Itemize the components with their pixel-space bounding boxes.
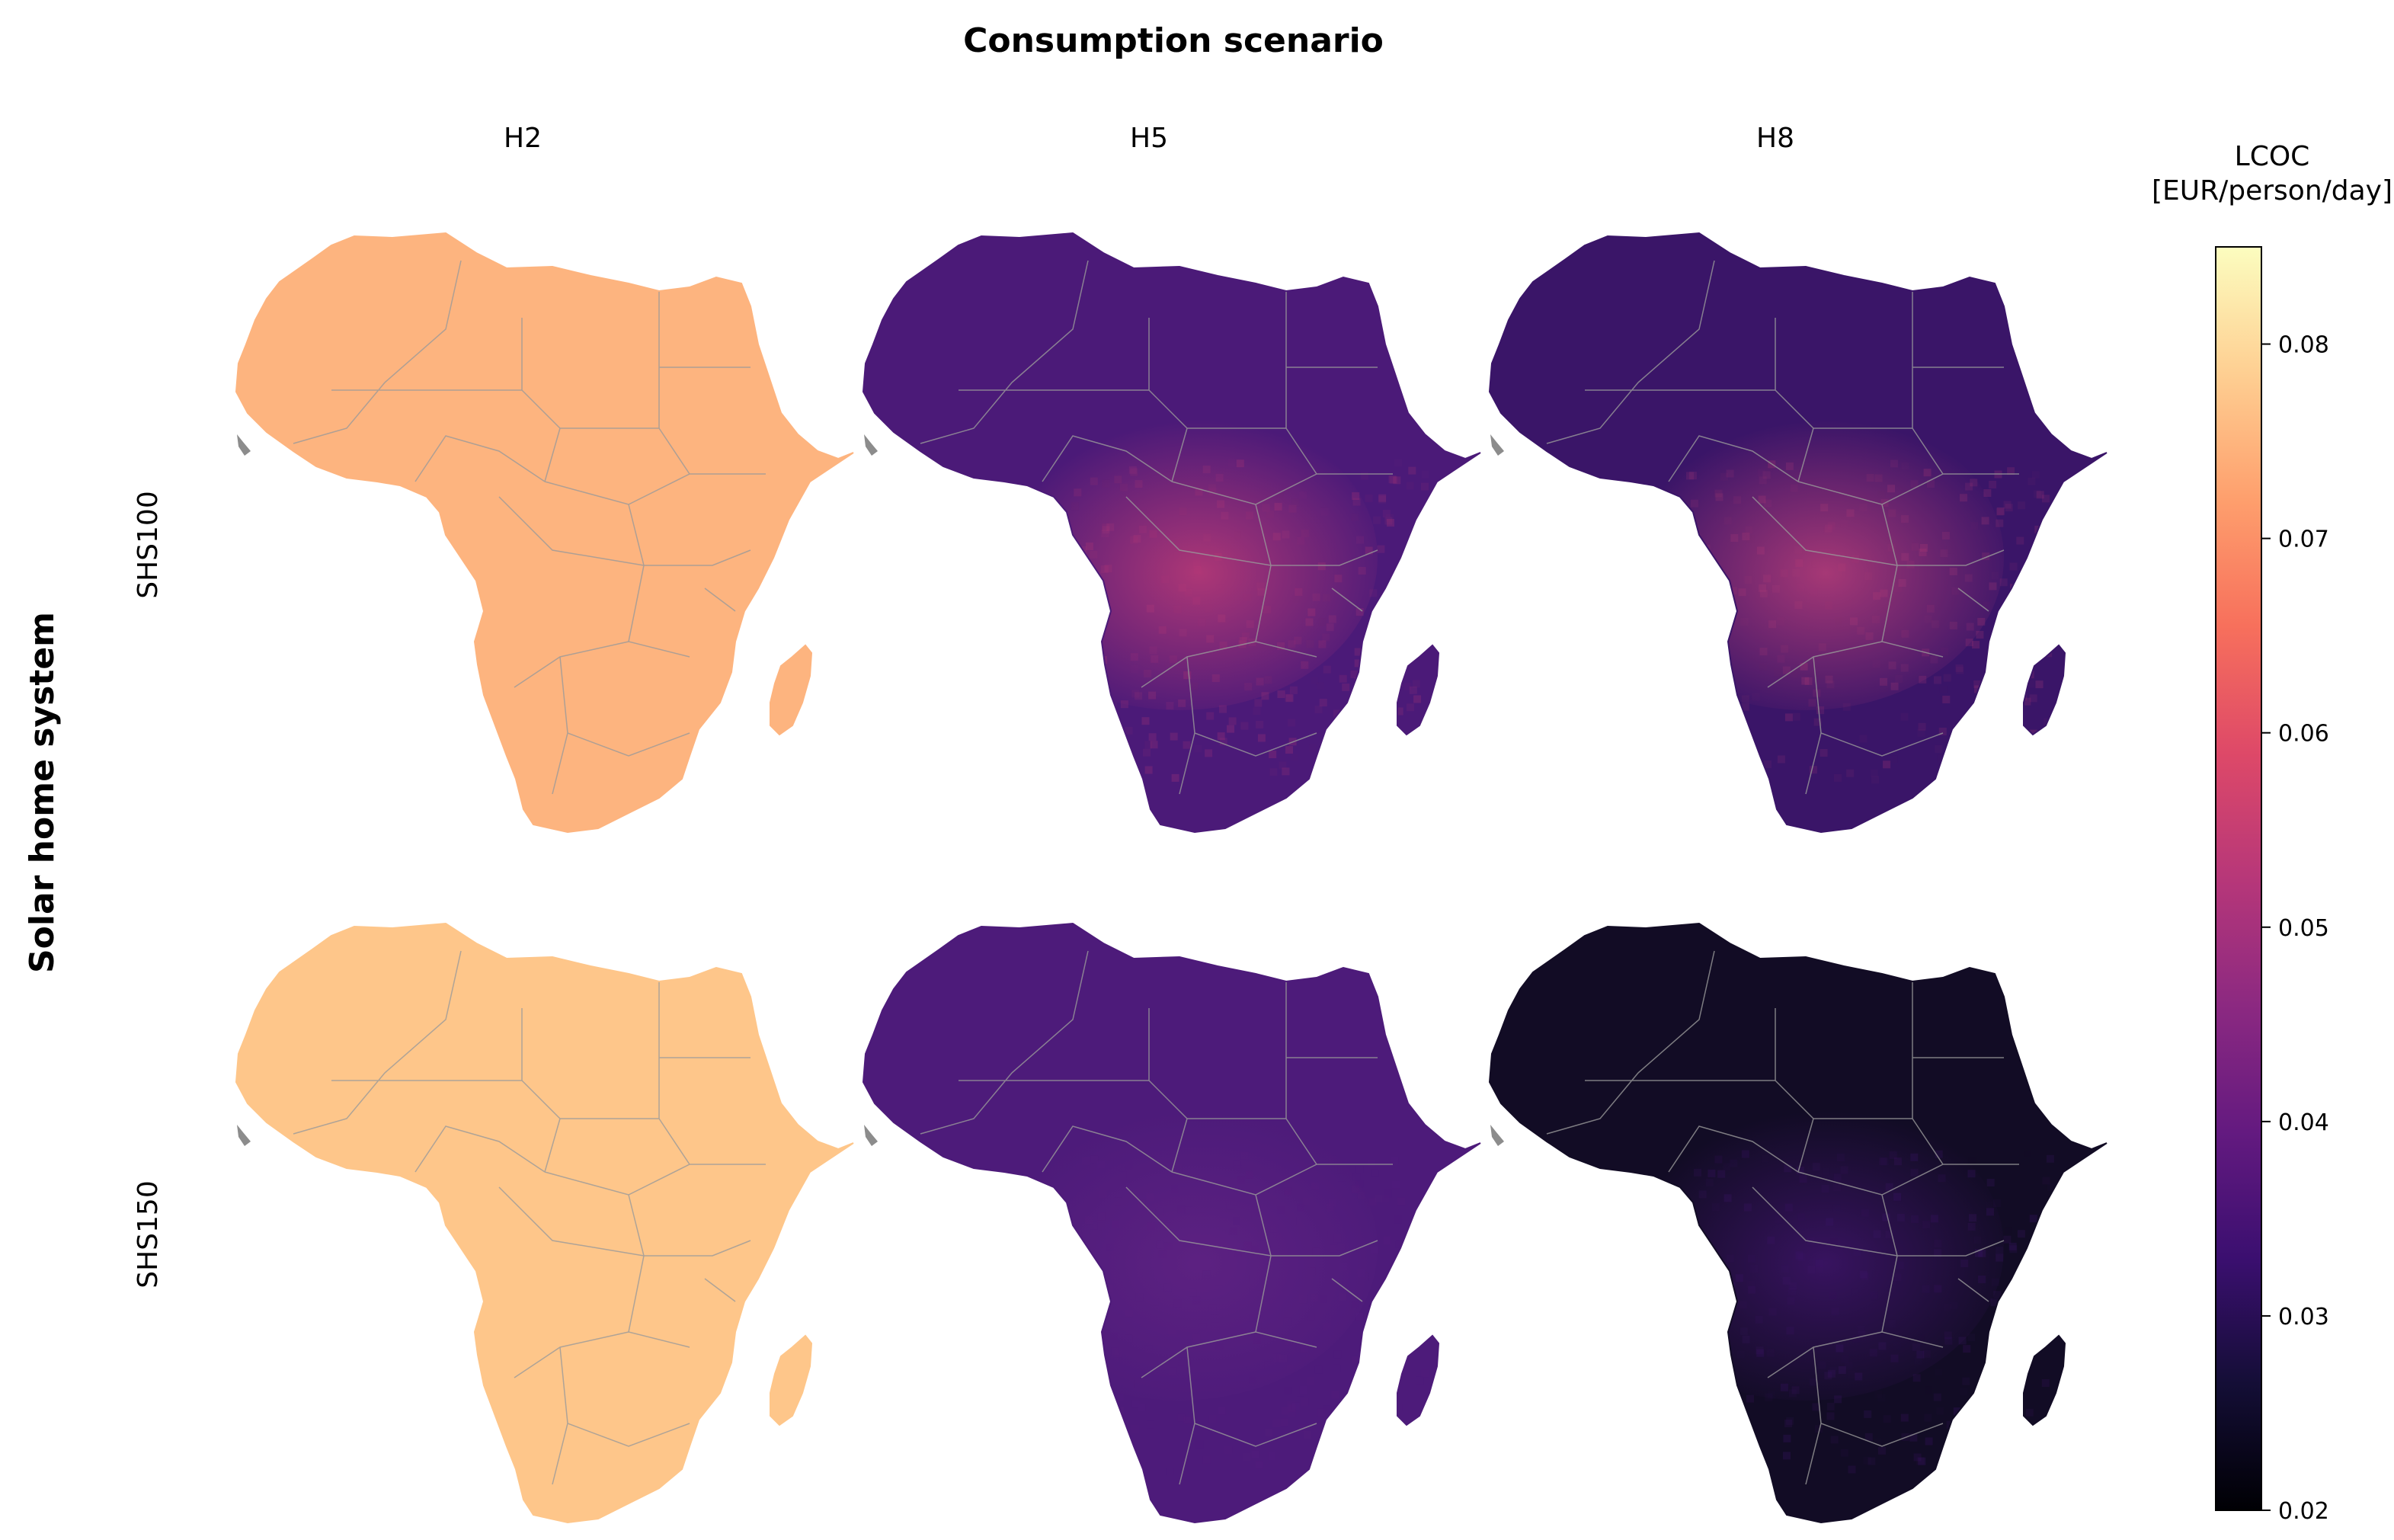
africa-raster: [863, 924, 1480, 1522]
colorbar: LCOC [EUR/person/day] 0.020.030.040.050.…: [2152, 141, 2392, 1525]
colorbar-tick-label: 0.05: [2278, 915, 2329, 942]
colorbar-tick-label: 0.07: [2278, 527, 2329, 553]
colorbar-ticks: 0.02 0.03 0.04 0.05 0.06 0.07 0.08: [2261, 332, 2329, 1525]
map-panel-shs150-h2: [235, 923, 854, 1523]
africa-raster: [863, 233, 1480, 832]
map-panel-shs150-h5: [863, 923, 1481, 1523]
africa-raster: [1490, 233, 2107, 832]
africa-raster: [1490, 924, 2107, 1522]
colorbar-tick-label: 0.03: [2278, 1304, 2329, 1330]
coast-specks: [864, 1125, 878, 1146]
coast-specks: [237, 1125, 251, 1146]
coast-specks: [864, 434, 878, 456]
africa-raster: [236, 924, 853, 1522]
row-label-shs100: SHS100: [133, 491, 164, 599]
colorbar-tick-label: 0.06: [2278, 721, 2329, 748]
column-header-h8: H8: [1756, 123, 1794, 154]
colorbar-label-line1: LCOC: [2235, 141, 2310, 172]
column-header-h2: H2: [504, 123, 542, 154]
map-panels: [235, 232, 2108, 1523]
row-group-label: Solar home system: [23, 612, 62, 973]
column-header-h5: H5: [1130, 123, 1168, 154]
colorbar-tick-label: 0.02: [2278, 1498, 2329, 1525]
map-panel-shs150-h8: [1489, 923, 2108, 1523]
map-panel-shs100-h8: [1489, 232, 2108, 833]
colorbar-label-line2: [EUR/person/day]: [2152, 175, 2392, 207]
row-label-shs150: SHS150: [133, 1180, 164, 1289]
map-panel-shs100-h5: [863, 232, 1481, 833]
coast-specks: [1490, 434, 1504, 456]
colorbar-tick-label: 0.04: [2278, 1109, 2329, 1136]
coast-specks: [1490, 1125, 1504, 1146]
map-panel-shs100-h2: [235, 232, 854, 833]
figure-title: Consumption scenario: [963, 21, 1384, 60]
colorbar-tick-label: 0.08: [2278, 332, 2329, 359]
africa-raster: [236, 233, 853, 832]
coast-specks: [237, 434, 251, 456]
colorbar-gradient: [2215, 246, 2262, 1511]
